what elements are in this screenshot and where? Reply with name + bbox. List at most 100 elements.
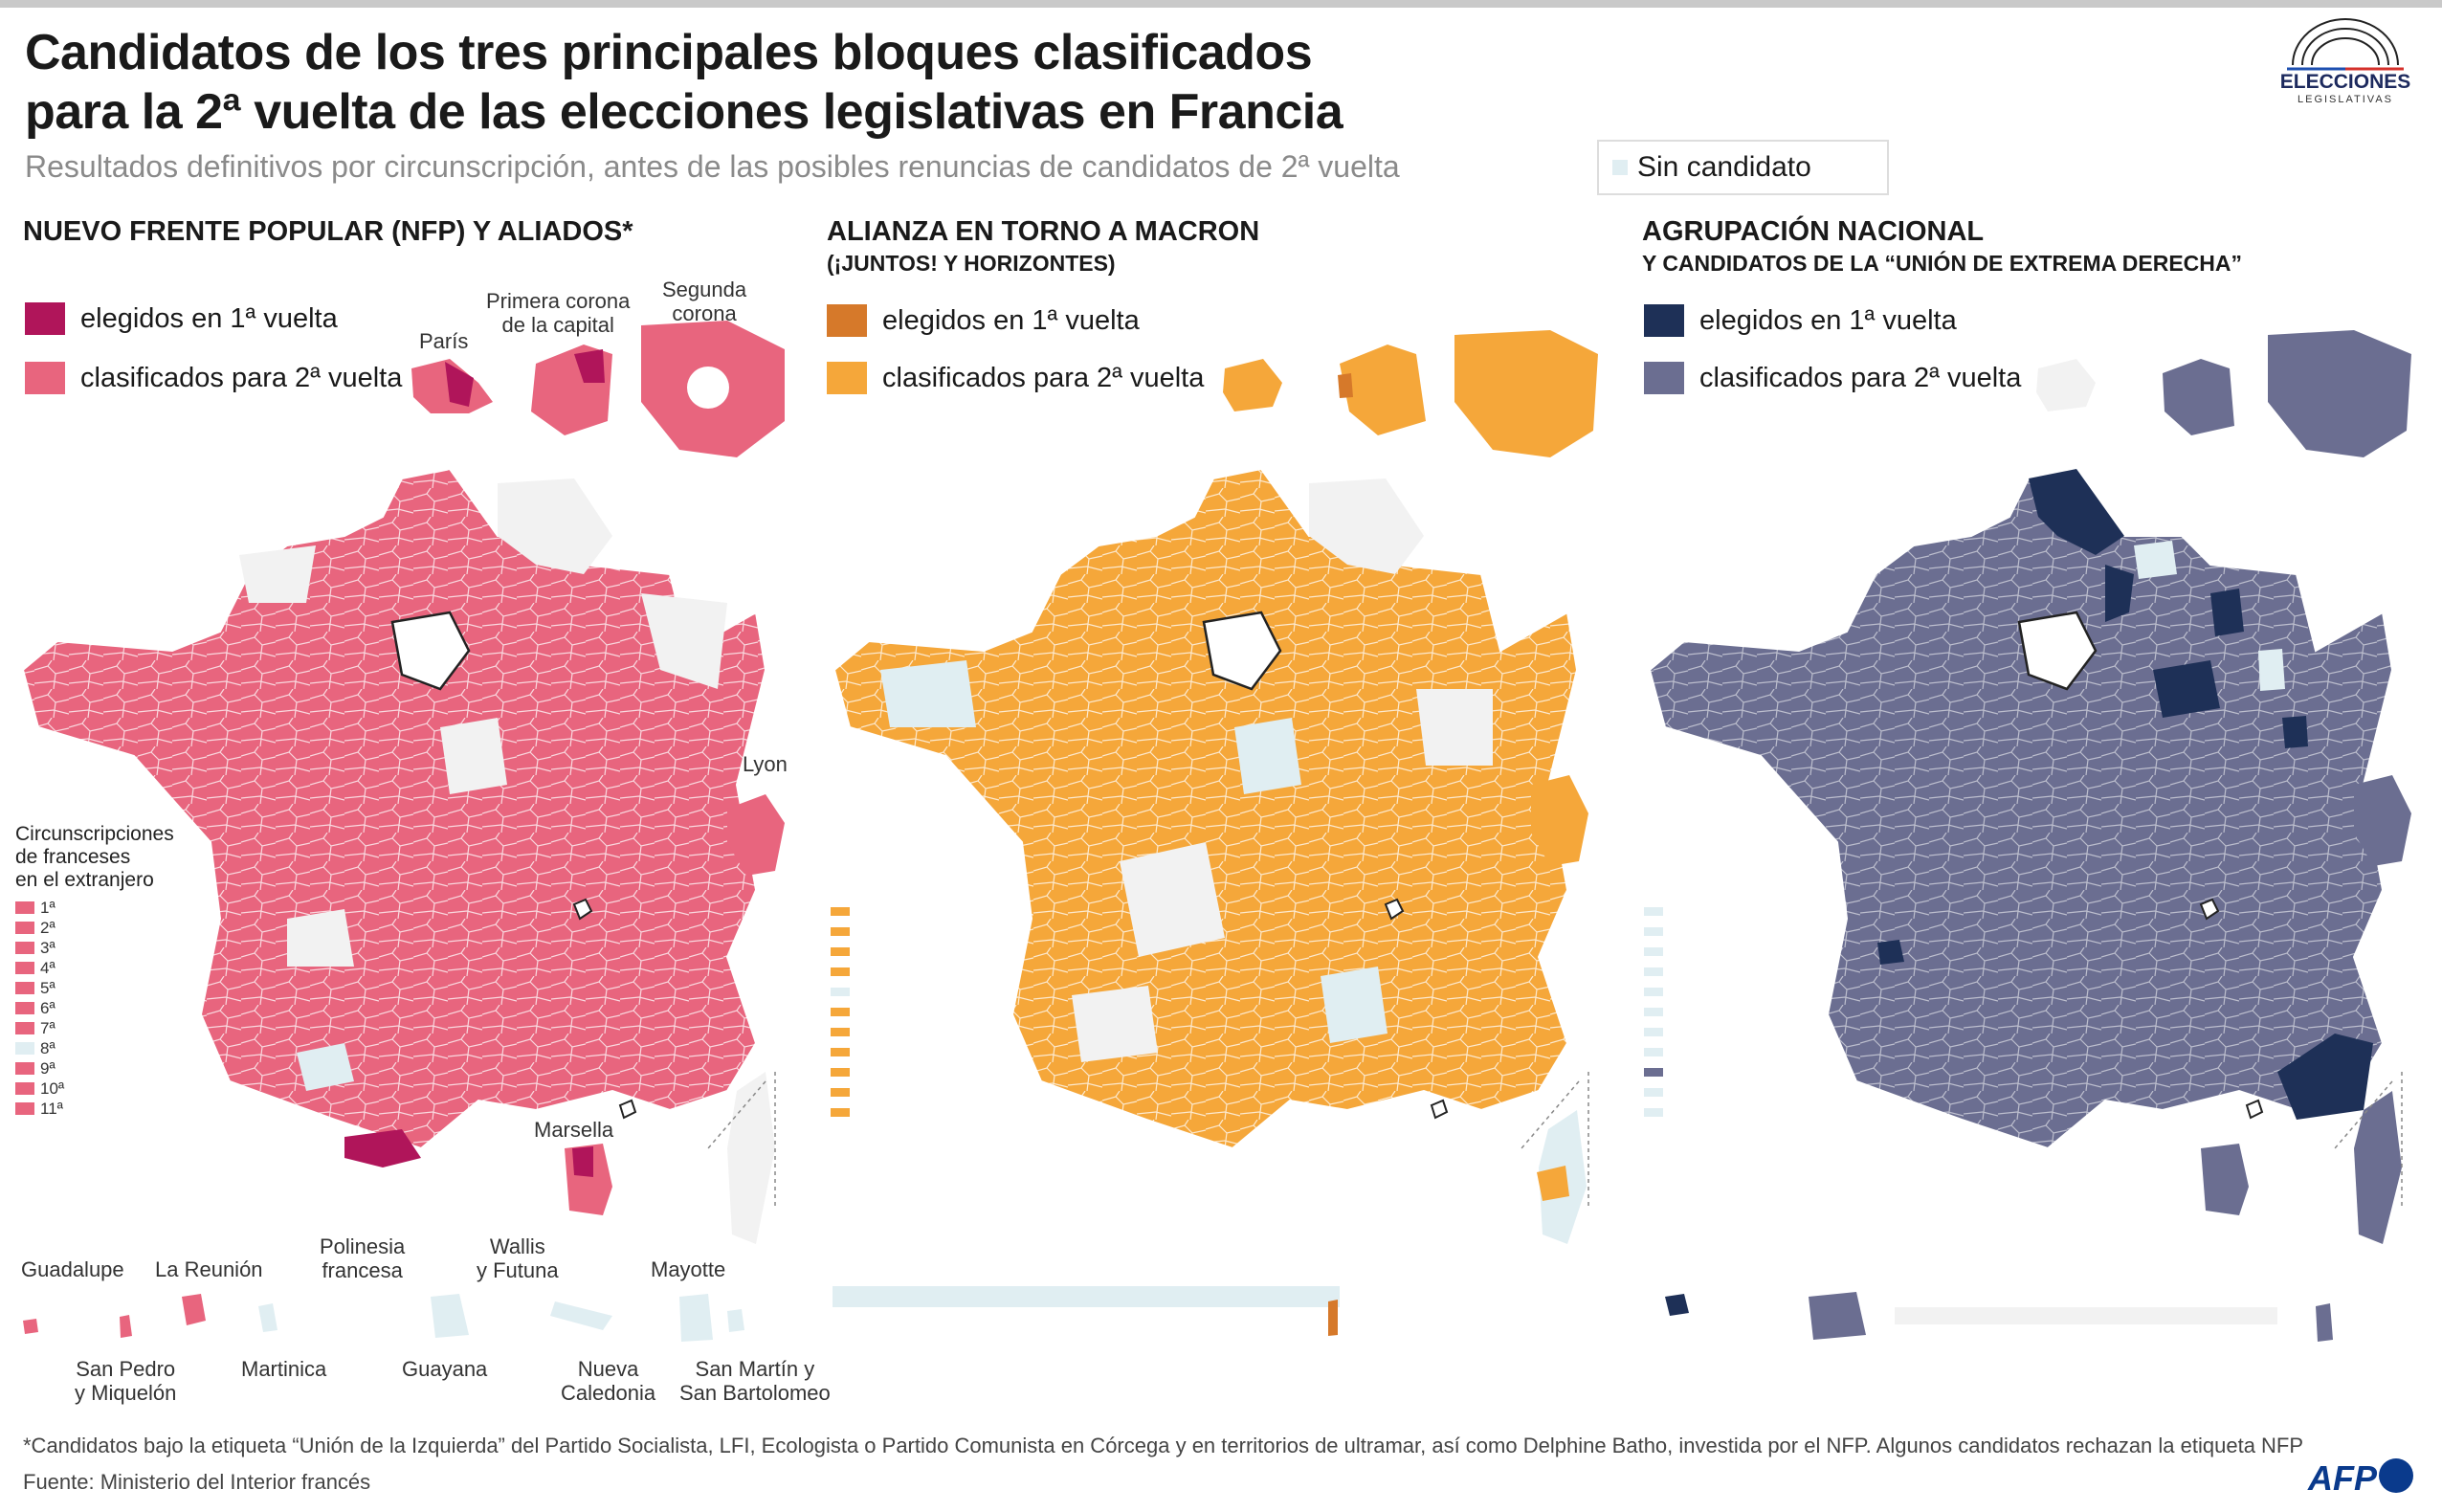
elected-pyrenees-nfp: [344, 1129, 421, 1167]
paris-region-ens: [1202, 611, 1282, 691]
inset-paris-elected-nfp: [445, 362, 474, 407]
abroad-row: 8ª: [15, 1038, 64, 1058]
footnote: *Candidatos bajo la etiqueta “Unión de l…: [23, 1434, 2304, 1457]
gap-west-ens: [880, 660, 976, 727]
elected-north2-rn: [2105, 565, 2134, 622]
abroad-label: 5ª: [40, 978, 56, 997]
nfp-runoff-legend: clasificados para 2ª vuelta: [25, 362, 402, 394]
none-north-rn: [2134, 541, 2177, 579]
label-san-pedro: San Pedro y Miquelón: [75, 1357, 177, 1405]
gap-north-nfp: [498, 478, 612, 574]
elections-logo: ELECCIONES LEGISLATIVAS: [2274, 15, 2417, 111]
abroad-row: 10ª: [15, 1078, 64, 1099]
spm-nfp: [120, 1315, 132, 1338]
abroad-row: 1ª: [15, 898, 64, 918]
paris-region-nfp: [390, 611, 471, 691]
reunion-rn: [1809, 1292, 1866, 1340]
no-candidate-label: Sin candidato: [1637, 151, 1811, 183]
abroad-row: 2ª: [15, 918, 64, 938]
abroad-swatch: [15, 901, 34, 914]
marseille-marker-nfp: [618, 1099, 637, 1120]
label-paris: París: [419, 329, 469, 353]
logo-title: ELECCIONES: [2279, 71, 2411, 93]
nfp-runoff-label: clasificados para 2ª vuelta: [80, 362, 403, 393]
abroad-swatch: [15, 1042, 34, 1055]
label-la-reunion: La Reunión: [155, 1257, 263, 1281]
nfp-elected-legend: elegidos en 1ª vuelta: [25, 302, 338, 335]
rn-elected-label: elegidos en 1ª vuelta: [1699, 304, 1957, 336]
label-nueva-caledonia: Nueva Caledonia: [561, 1357, 656, 1405]
reunion-nfp: [182, 1294, 206, 1325]
label-guayana: Guayana: [402, 1357, 488, 1381]
abroad-swatch: [15, 962, 34, 974]
abroad-swatch-ens: [831, 1108, 850, 1117]
nfp-runoff-swatch: [25, 362, 65, 394]
rn-elected-legend: elegidos en 1ª vuelta: [1644, 304, 1957, 337]
abroad-swatch: [15, 982, 34, 994]
none-east-rn: [2258, 649, 2285, 691]
gap-north-ens: [1309, 478, 1424, 574]
panel-ens-title: ALIANZA EN TORNO A MACRON: [827, 216, 1260, 247]
inset-corona1-elected-ens: [1338, 373, 1353, 398]
abroad-swatch-rn: [1644, 1048, 1663, 1056]
panel-rn-title: AGRUPACIÓN NACIONAL: [1642, 216, 1985, 247]
label-lyon: Lyon: [743, 752, 788, 776]
lyon-marker-rn: [2199, 898, 2220, 921]
elected-east2-rn: [2282, 716, 2308, 748]
map-ens: [832, 330, 1598, 1336]
abroad-swatch-rn: [1644, 1008, 1663, 1016]
abroad-swatch: [15, 1082, 34, 1095]
gap-center-ens: [1120, 842, 1225, 957]
rn-runoff-legend: clasificados para 2ª vuelta: [1644, 362, 2021, 394]
gap-south-ens: [1321, 967, 1388, 1043]
ens-runoff-legend: clasificados para 2ª vuelta: [827, 362, 1204, 394]
elected-ne-rn: [2153, 660, 2220, 718]
nfp-elected-label: elegidos en 1ª vuelta: [80, 302, 338, 334]
guayana-nfp: [431, 1294, 469, 1338]
stmartin-nfp: [679, 1294, 713, 1342]
guadalupe-nfp: [23, 1319, 38, 1334]
elected-se-rn: [2277, 1034, 2373, 1120]
abroad-label: 7ª: [40, 1018, 56, 1037]
label-san-martin: San Martín y San Bartolomeo: [679, 1357, 831, 1405]
abroad-swatch: [15, 1102, 34, 1115]
abroad-swatch-rn: [1644, 988, 1663, 996]
no-candidate-legend: Sin candidato: [1597, 140, 1889, 195]
abroad-swatch-rn: [1644, 947, 1663, 956]
abroad-swatch: [15, 1022, 34, 1034]
abroad-list-rn: [1644, 907, 1663, 1128]
rn-runoff-swatch: [1644, 362, 1684, 394]
lyon-marker-nfp: [572, 898, 593, 921]
guadalupe-rn: [1665, 1294, 1689, 1316]
map-nfp: [21, 321, 785, 1342]
abroad-swatch-ens: [831, 1028, 850, 1036]
france-outline-rn: [1648, 467, 2394, 1150]
corsica-orange-ens: [1537, 1166, 1569, 1201]
abroad-label: 3ª: [40, 938, 56, 957]
lyon-marker-ens: [1384, 898, 1405, 921]
abroad-row: 4ª: [15, 958, 64, 978]
france-outline-nfp: [21, 467, 767, 1150]
inset-corona2-ens: [1454, 330, 1598, 457]
abroad-swatch-ens: [831, 1048, 850, 1056]
panel-rn-subtitle: Y CANDIDATOS DE LA “UNIÓN DE EXTREMA DER…: [1642, 251, 2243, 276]
abroad-swatch-rn: [1644, 967, 1663, 976]
abroad-swatch-rn: [1644, 907, 1663, 916]
inset-corona1-elected-nfp: [574, 349, 605, 383]
panel-ens-subtitle: (¡JUNTOS! Y HORIZONTES): [827, 251, 1116, 276]
map-rn: [1648, 330, 2411, 1342]
abroad-swatch-ens: [831, 1088, 850, 1097]
gap-sw-nfp: [287, 909, 354, 967]
abroad-label: 8ª: [40, 1038, 56, 1057]
none-center-nfp: [297, 1043, 354, 1091]
ens-elected-swatch: [827, 304, 867, 337]
mayotte-nfp: [727, 1309, 744, 1332]
abroad-list-ens: [831, 907, 850, 1128]
elected-north-rn: [2029, 469, 2124, 555]
label-wallis: Wallis y Futuna: [477, 1234, 559, 1282]
abroad-row: 7ª: [15, 1018, 64, 1038]
label-guadalupe: Guadalupe: [21, 1257, 124, 1281]
marseille-marker-rn: [2245, 1099, 2264, 1120]
nfp-elected-swatch: [25, 302, 65, 335]
